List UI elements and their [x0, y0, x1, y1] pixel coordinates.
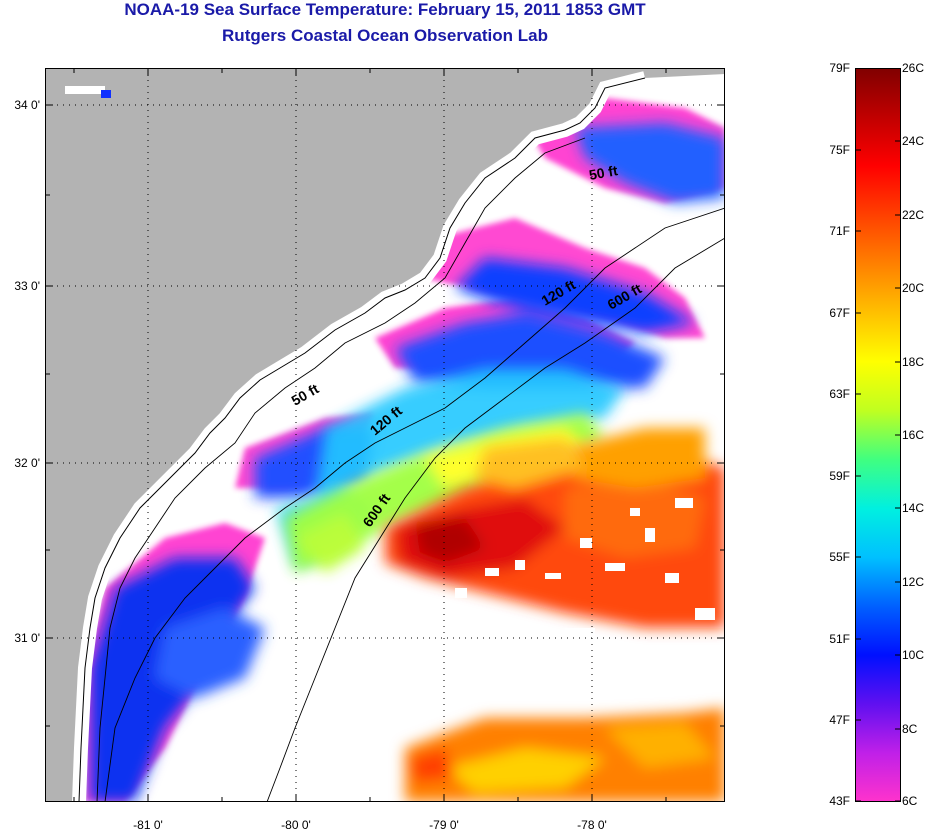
contour-label-50ft-north: 50 ft [588, 162, 619, 183]
lat-label-34: 34 0' [14, 98, 40, 112]
colorbar-f-label-67: 67F [829, 306, 850, 320]
colorbar-c-label-10: 10C [902, 648, 925, 662]
contour-50ft [96, 137, 586, 802]
lon-label-80: -80 0' [281, 818, 311, 832]
colorbar-c-label-6: 6C [902, 794, 918, 808]
colorbar-gradient [855, 68, 901, 802]
lat-label-33: 33 0' [14, 279, 40, 293]
colorbar [855, 68, 901, 802]
map-title: NOAA-19 Sea Surface Temperature: Februar… [124, 0, 646, 19]
map-subtitle: Rutgers Coastal Ocean Observation Lab [222, 26, 548, 45]
colorbar-f-label-59: 59F [829, 469, 850, 483]
sst-data-layer [85, 98, 725, 802]
colorbar-c-label-26: 26C [902, 61, 925, 75]
colorbar-c-label-12: 12C [902, 575, 925, 589]
map-frame [45, 68, 725, 802]
colorbar-c-label-8: 8C [902, 722, 918, 736]
colorbar-c-label-14: 14C [902, 501, 925, 515]
sst-map: 50 ft 120 ft 600 ft 50 ft 120 ft 600 ft [45, 68, 725, 802]
colorbar-ticks [855, 68, 901, 802]
coastline [78, 77, 646, 802]
contour-600ft [266, 237, 725, 802]
colorbar-f-label-43: 43F [829, 794, 850, 808]
lat-label-32: 32 0' [14, 456, 40, 470]
colorbar-c-label-24: 24C [902, 134, 925, 148]
colorbar-f-label-55: 55F [829, 550, 850, 564]
colorbar-c-label-20: 20C [902, 281, 925, 295]
colorbar-f-label-51: 51F [829, 632, 850, 646]
colorbar-c-label-16: 16C [902, 428, 925, 442]
lon-label-78: -78 0' [577, 818, 607, 832]
colorbar-f-label-75: 75F [829, 143, 850, 157]
colorbar-f-label-63: 63F [829, 387, 850, 401]
colorbar-f-label-71: 71F [829, 224, 850, 238]
colorbar-c-label-18: 18C [902, 355, 925, 369]
lat-label-31: 31 0' [14, 631, 40, 645]
graticule [45, 68, 725, 802]
land-area [45, 68, 725, 802]
colorbar-f-label-47: 47F [829, 713, 850, 727]
colorbar-c-label-22: 22C [902, 208, 925, 222]
colorbar-f-label-79: 79F [829, 61, 850, 75]
lon-label-81: -81 0' [133, 818, 163, 832]
lon-label-79: -79 0' [429, 818, 459, 832]
